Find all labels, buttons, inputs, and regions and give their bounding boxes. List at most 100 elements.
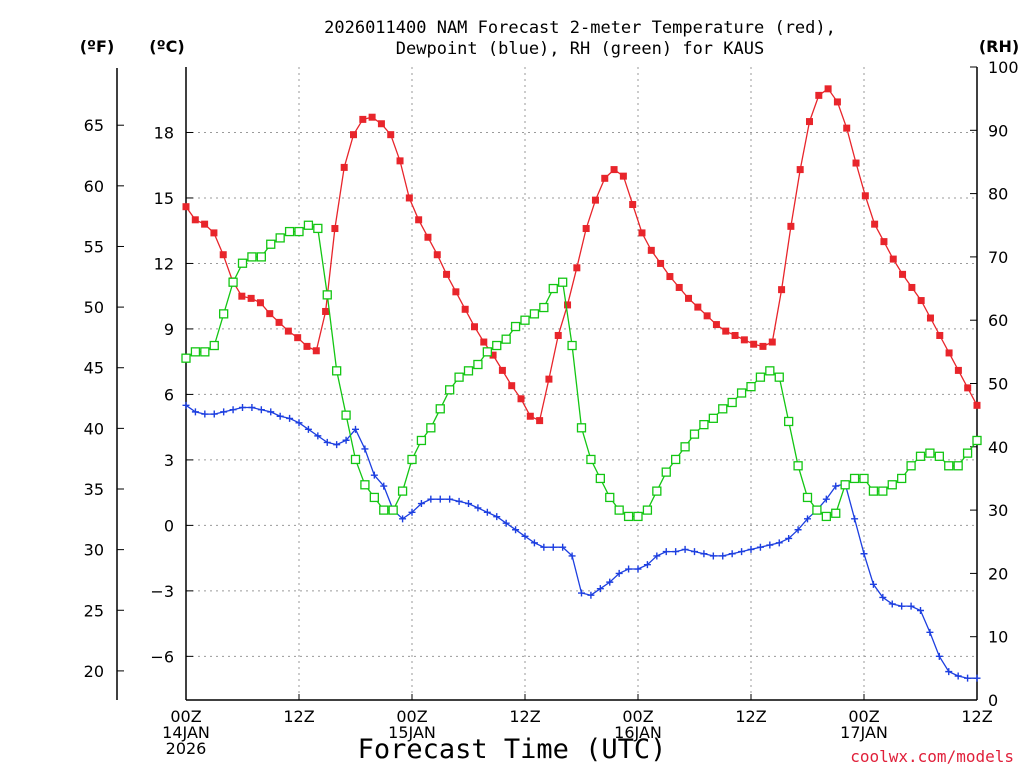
temperature-point	[526, 412, 534, 420]
rh-point	[379, 505, 389, 515]
celsius-tick-label: 6	[164, 385, 174, 404]
temperature-point	[238, 292, 246, 300]
temperature-point	[377, 120, 385, 128]
dewpoint-point	[691, 548, 698, 556]
fahrenheit-axis-unit: (ºF)	[80, 37, 115, 56]
rh-point	[887, 480, 897, 490]
dewpoint-point	[182, 401, 190, 409]
dewpoint-point	[794, 526, 802, 534]
x-tick-label: 00Z	[170, 707, 201, 726]
temperature-point	[489, 351, 497, 359]
temperature-point	[266, 310, 274, 318]
rh-point	[840, 480, 850, 490]
rh-point	[190, 347, 201, 357]
dewpoint-point	[728, 550, 736, 558]
dewpoint-point	[549, 543, 557, 551]
fahrenheit-tick-label: 60	[84, 177, 104, 196]
dewpoint-point	[474, 504, 482, 512]
x-tick-label: 2026	[166, 739, 207, 758]
rh-point	[529, 309, 540, 319]
rh-tick-label: 10	[988, 628, 1008, 647]
dewpoint-point	[606, 578, 614, 586]
fahrenheit-tick-label: 45	[84, 359, 104, 378]
temperature-point	[461, 305, 469, 313]
dewpoint-point	[615, 569, 623, 577]
temperature-point	[694, 303, 702, 311]
rh-point	[821, 511, 831, 522]
temperature-point	[833, 98, 841, 106]
dewpoint-point	[446, 495, 454, 503]
dewpoint-point	[352, 425, 359, 433]
dewpoint-point	[907, 602, 915, 610]
rh-point	[548, 283, 558, 294]
temperature-point	[740, 336, 748, 344]
dewpoint-point	[493, 513, 501, 521]
rh-point	[426, 423, 436, 433]
rh-tick-label: 80	[988, 185, 1008, 204]
dewpoint-point	[248, 404, 256, 412]
temperature-point	[926, 314, 934, 322]
dewpoint-point	[502, 519, 510, 527]
rh-point	[407, 454, 417, 465]
temperature-point	[657, 259, 665, 267]
temperature-point	[331, 225, 339, 233]
dewpoint-point	[935, 652, 943, 660]
dewpoint-point	[512, 526, 520, 534]
rh-point	[859, 473, 869, 484]
rh-point	[972, 435, 982, 446]
rh-point	[388, 505, 398, 515]
rh-point	[680, 442, 690, 452]
credit-text: coolwx.com/models	[850, 747, 1014, 766]
temperature-point	[498, 366, 506, 374]
rh-tick-label: 90	[988, 121, 1008, 140]
rh-series	[181, 220, 982, 522]
temperature-point	[778, 286, 786, 294]
temperature-point	[768, 338, 776, 346]
dewpoint-point	[700, 550, 708, 558]
dewpoint-point	[239, 404, 246, 412]
temperature-point	[201, 220, 209, 228]
x-tick-label: 00Z	[622, 707, 653, 726]
temperature-point	[294, 334, 302, 342]
rh-tick-label: 0	[988, 691, 998, 710]
rh-point	[482, 347, 492, 357]
temperature-point	[954, 366, 962, 374]
rh-point	[397, 486, 408, 496]
rh-point	[586, 454, 596, 465]
dewpoint-point	[653, 552, 661, 560]
dewpoint-point	[220, 408, 228, 416]
dewpoint-point	[521, 532, 529, 540]
dewpoint-point	[455, 497, 463, 505]
x-tick-label: 12Z	[735, 707, 766, 726]
x-tick-label: 15JAN	[388, 723, 436, 742]
rh-point	[454, 372, 464, 382]
dewpoint-point	[879, 593, 887, 601]
fahrenheit-tick-label: 25	[84, 601, 104, 620]
dewpoint-point	[267, 408, 275, 416]
dewpoint-point	[662, 548, 670, 556]
rh-axis-unit: (RH)	[979, 37, 1019, 56]
dewpoint-point	[427, 495, 435, 503]
temperature-point	[889, 255, 897, 263]
temperature-point	[303, 342, 311, 350]
rh-point	[812, 505, 822, 515]
rh-point	[303, 220, 314, 230]
temperature-point	[619, 172, 627, 180]
temperature-point	[219, 251, 227, 259]
temperature-point	[573, 264, 581, 272]
dewpoint-point	[832, 482, 840, 490]
rh-point	[652, 486, 662, 496]
x-tick-label: 16JAN	[614, 723, 662, 742]
rh-point	[473, 359, 483, 370]
dewpoint-point	[210, 410, 218, 418]
rh-point	[360, 480, 370, 490]
rh-point	[878, 486, 888, 496]
dewpoint-point	[201, 410, 209, 418]
dewpoint-point	[257, 406, 265, 414]
fahrenheit-tick-label: 55	[84, 237, 104, 256]
dewpoint-point	[568, 552, 576, 560]
fahrenheit-tick-label: 50	[84, 298, 104, 317]
dewpoint-series	[182, 401, 981, 682]
temperature-point	[750, 340, 758, 348]
